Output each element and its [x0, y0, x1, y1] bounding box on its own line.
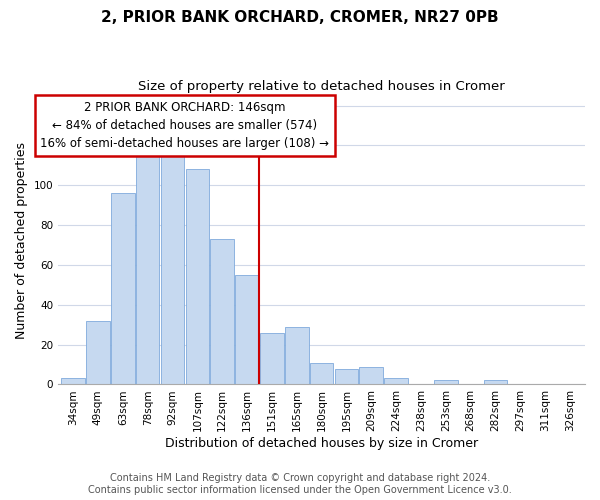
Bar — [335, 368, 358, 384]
Bar — [161, 122, 184, 384]
Bar — [235, 275, 259, 384]
Y-axis label: Number of detached properties: Number of detached properties — [15, 142, 28, 338]
Text: 2, PRIOR BANK ORCHARD, CROMER, NR27 0PB: 2, PRIOR BANK ORCHARD, CROMER, NR27 0PB — [101, 10, 499, 25]
Bar — [359, 366, 383, 384]
Text: 2 PRIOR BANK ORCHARD: 146sqm
← 84% of detached houses are smaller (574)
16% of s: 2 PRIOR BANK ORCHARD: 146sqm ← 84% of de… — [40, 101, 329, 150]
Bar — [185, 170, 209, 384]
Bar — [260, 332, 284, 384]
X-axis label: Distribution of detached houses by size in Cromer: Distribution of detached houses by size … — [165, 437, 478, 450]
Bar — [111, 193, 134, 384]
Title: Size of property relative to detached houses in Cromer: Size of property relative to detached ho… — [138, 80, 505, 93]
Bar — [310, 362, 334, 384]
Bar — [285, 326, 308, 384]
Bar — [484, 380, 508, 384]
Bar — [86, 320, 110, 384]
Bar — [385, 378, 408, 384]
Bar — [211, 239, 234, 384]
Bar — [434, 380, 458, 384]
Bar — [136, 122, 160, 384]
Bar — [61, 378, 85, 384]
Text: Contains HM Land Registry data © Crown copyright and database right 2024.
Contai: Contains HM Land Registry data © Crown c… — [88, 474, 512, 495]
